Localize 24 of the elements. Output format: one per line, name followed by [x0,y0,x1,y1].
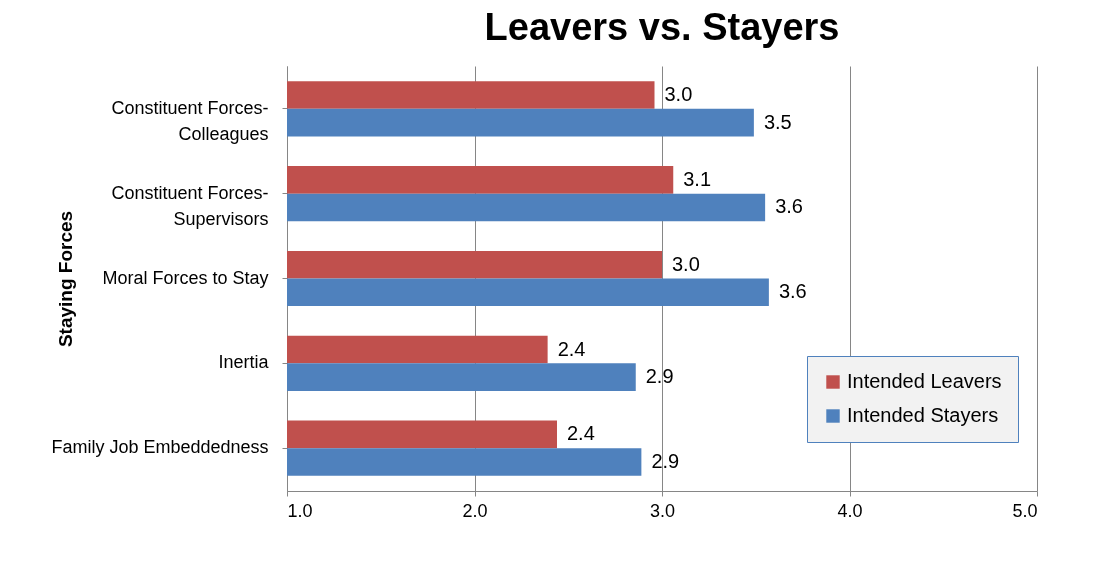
y-tick-label: Inertia [218,352,270,373]
x-tick-label: 3.0 [649,500,676,521]
legend-label: Intended Stayers [847,404,999,426]
data-label: 2.4 [557,337,586,360]
y-tick-label: Constituent Forces-Colleagues [111,97,269,144]
x-tick-label: 1.0 [287,500,313,521]
data-label: 2.9 [645,365,674,388]
y-tick-label: Family Job Embeddedness [51,437,269,458]
legend-label: Intended Leavers [847,370,1002,392]
x-tick-label: 2.0 [462,500,488,521]
y-axis-title: Staying Forces [54,210,76,348]
data-label: 3.0 [672,252,700,275]
x-tick-label: 5.0 [1012,500,1038,521]
data-label: 2.9 [651,449,680,472]
y-tick-label: Constituent Forces-Supervisors [111,182,269,229]
data-label: 3.6 [778,280,807,303]
data-label: 3.5 [763,110,792,133]
chart-title: Leavers vs. Stayers [484,6,840,48]
data-label: 2.4 [567,422,595,445]
y-tick-label: Moral Forces to Stay [102,267,269,288]
data-label: 3.0 [664,83,693,106]
data-label: 3.6 [775,195,803,218]
data-label: 3.1 [683,167,712,190]
x-tick-label: 4.0 [837,500,863,521]
